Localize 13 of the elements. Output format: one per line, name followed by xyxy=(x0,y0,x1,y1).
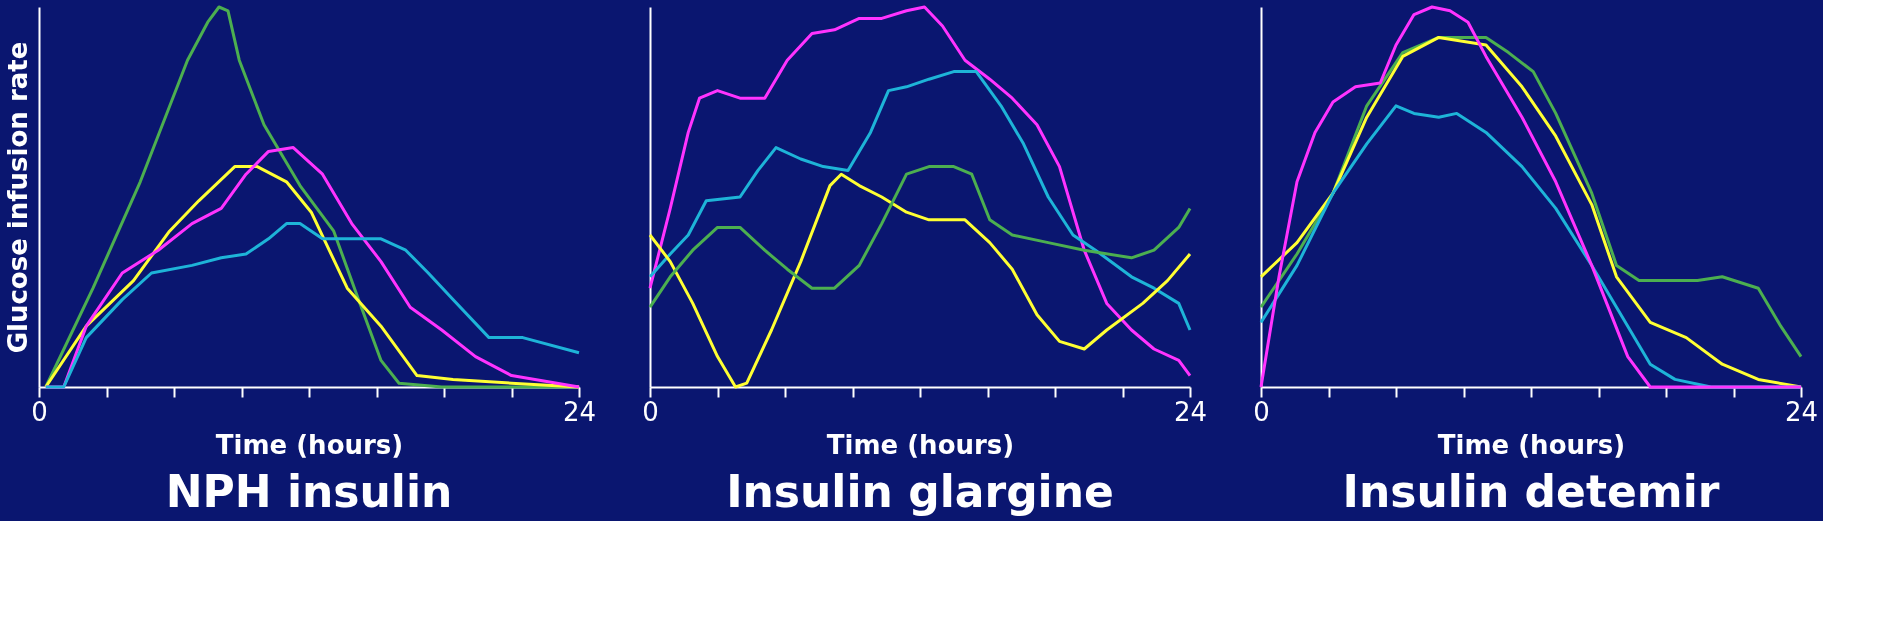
x-axis-title: Time (hours) xyxy=(1437,429,1626,460)
y-axis-title: Glucose infusion rate xyxy=(2,41,33,354)
x-axis-title: Time (hours) xyxy=(826,429,1015,460)
text: Insulin glargine xyxy=(726,466,1114,517)
x-tick-label: 24 xyxy=(1784,396,1819,427)
x-tick-label: 24 xyxy=(562,396,597,427)
text: NPH insulin xyxy=(165,466,453,517)
x-tick-label: 0 xyxy=(1253,396,1270,427)
x-axis-title: Time (hours) xyxy=(215,429,404,460)
text: Insulin detemir xyxy=(1342,466,1720,517)
x-tick-label: 24 xyxy=(1173,396,1208,427)
x-tick-label: 0 xyxy=(642,396,659,427)
x-tick-label: 0 xyxy=(31,396,48,427)
